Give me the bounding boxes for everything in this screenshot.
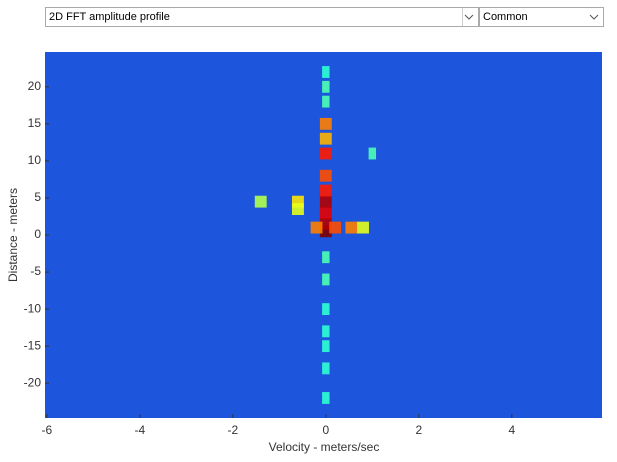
x-tick-label: 2	[415, 423, 422, 437]
x-axis-label: Velocity - meters/sec	[269, 440, 380, 454]
heatmap-cell	[322, 273, 330, 286]
heatmap-cell	[291, 203, 304, 215]
heatmap-cell	[319, 169, 332, 182]
heatmap-cell	[319, 217, 332, 230]
y-tick-label: 10	[28, 153, 42, 167]
heatmap-cell	[319, 132, 332, 145]
heatmap-cell	[319, 117, 332, 130]
profile-dropdown[interactable]: 2D FFT amplitude profile	[45, 7, 479, 27]
heatmap-cell	[357, 221, 369, 234]
chevron	[464, 14, 474, 20]
heatmap-cell	[329, 221, 342, 234]
x-tick-label: -2	[228, 423, 239, 437]
y-tick-label: -20	[24, 375, 42, 389]
y-tick-label: 15	[28, 116, 42, 130]
heatmap-cell	[322, 392, 330, 404]
heatmap-cell	[322, 340, 330, 353]
heatmap-cell	[319, 195, 332, 208]
heatmap-cell	[345, 221, 358, 234]
y-tick-label: 5	[34, 190, 41, 204]
y-tick-label: -10	[24, 301, 42, 315]
chevron	[589, 14, 599, 20]
mode-dropdown[interactable]: Common	[479, 7, 604, 27]
heatmap-cell	[322, 66, 330, 78]
heatmap-cell	[310, 221, 323, 234]
heatmap-cell	[322, 303, 330, 316]
x-tick-label: 0	[322, 423, 329, 437]
heatmap-cell	[322, 325, 330, 338]
heatmap-cell	[319, 184, 332, 197]
heatmap-cell	[291, 195, 304, 208]
y-tick-label: 20	[28, 79, 42, 93]
heatmap-cell	[322, 251, 330, 264]
heatmap-cell	[322, 362, 330, 375]
x-tick-label: -4	[135, 423, 146, 437]
y-axis-label: Distance - meters	[6, 188, 20, 282]
separator	[462, 8, 463, 26]
y-tick-label: -15	[24, 338, 42, 352]
dropdown-label: 2D FFT amplitude profile	[49, 11, 170, 23]
heatmap-cell	[368, 147, 377, 160]
heatmap-cell	[319, 225, 332, 238]
dropdown-label: Common	[483, 11, 528, 23]
heatmap-cell	[322, 80, 330, 93]
heatmap-cell	[254, 195, 267, 208]
heatmap-cell	[319, 206, 332, 219]
y-tick-label: -5	[30, 264, 41, 278]
x-tick-label: 4	[508, 423, 515, 437]
heatmap-cell	[319, 147, 332, 160]
x-tick-label: -6	[42, 423, 53, 437]
heatmap-cell	[322, 95, 330, 108]
y-tick-label: 0	[34, 227, 41, 241]
